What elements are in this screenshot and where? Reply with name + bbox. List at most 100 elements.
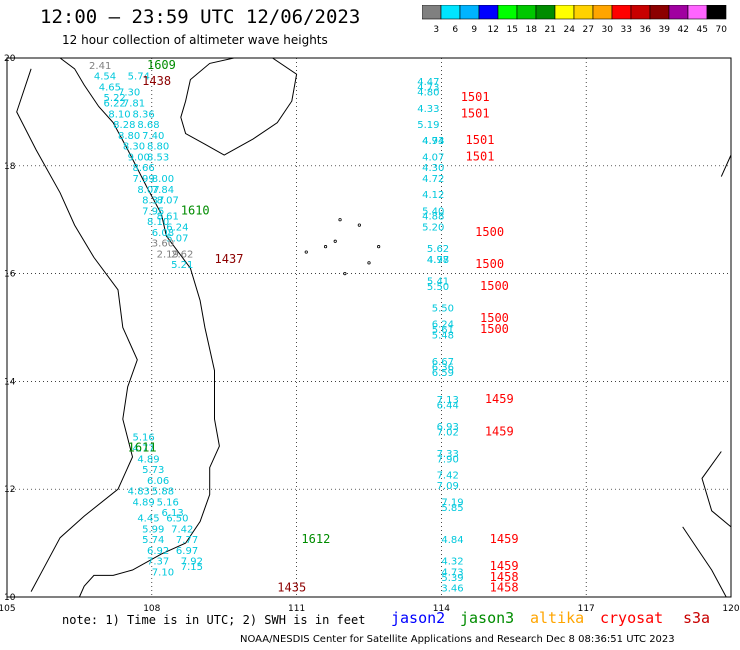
- units-note: note: 1) Time is in UTC; 2) SWH is in fe…: [62, 613, 366, 627]
- x-tick-label: 120: [722, 604, 739, 614]
- colorbar-label: 3: [433, 25, 439, 35]
- wave-height-value: 8.80: [118, 131, 140, 142]
- wave-height-value: 4.89: [132, 497, 154, 508]
- y-tick-label: 10: [4, 593, 16, 603]
- y-tick-label: 20: [4, 54, 16, 64]
- colorbar-label: 9: [471, 25, 477, 35]
- wave-height-value: 7.42: [171, 524, 193, 535]
- wave-height-value: 8.10: [108, 109, 130, 120]
- islet: [377, 245, 381, 249]
- wave-height-value: 4.54: [94, 72, 116, 83]
- wave-height-value: 4.98: [427, 255, 449, 266]
- wave-height-value: 3.46: [441, 584, 463, 595]
- islet: [367, 261, 371, 265]
- wave-height-value: 4.89: [137, 454, 159, 465]
- wave-height-value: 5.50: [432, 303, 454, 314]
- wave-height-value: 6.13: [161, 508, 183, 519]
- colorbar-label: 33: [621, 25, 632, 35]
- pass-time-cryosat: 1459: [490, 559, 519, 573]
- wave-height-value: 8.30: [123, 142, 145, 153]
- wave-height-value: 8.36: [132, 109, 154, 120]
- wave-height-value: 3.60: [152, 239, 174, 250]
- wave-height-value: 8.28: [113, 120, 135, 131]
- colorbar-label: 42: [678, 25, 689, 35]
- wave-height-value: 6.97: [176, 546, 198, 557]
- wave-height-value: 5.48: [432, 330, 454, 341]
- y-tick-label: 18: [4, 162, 16, 172]
- islet: [323, 245, 328, 249]
- colorbar-label: 30: [602, 25, 614, 35]
- wave-height-value: 5.62: [427, 244, 449, 255]
- wave-height-value: 2.62: [171, 249, 193, 260]
- wave-height-value: 5.19: [417, 120, 439, 131]
- colorbar-label: 15: [507, 25, 518, 35]
- wave-height-value: 5.99: [142, 524, 164, 535]
- x-tick-label: 114: [433, 604, 450, 614]
- wave-height-value: 6.36: [432, 363, 454, 374]
- pass-time-jason3: 1612: [301, 532, 330, 546]
- wave-height-value: 4.73: [417, 82, 439, 93]
- wave-height-value: 5.21: [171, 260, 193, 271]
- colorbar-label: 6: [452, 25, 458, 35]
- wave-height-value: 7.95: [142, 206, 164, 217]
- colorbar-swatch: [706, 5, 727, 20]
- wave-height-value: 6.24: [432, 320, 454, 331]
- wave-height-value: 5.20: [422, 222, 444, 233]
- wave-height-value: 4.07: [422, 152, 444, 163]
- wave-height-value: 5.41: [427, 276, 449, 287]
- colorbar-label: 18: [526, 25, 538, 35]
- coastline: [16, 68, 138, 592]
- wave-height-value: 7.15: [181, 562, 203, 573]
- pass-time-jason3: 1609: [147, 58, 176, 72]
- coastline: [59, 57, 220, 598]
- colorbar-label: 12: [488, 25, 499, 35]
- wave-height-value: 5.61: [432, 325, 454, 336]
- wave-height-value: 8.61: [157, 212, 179, 223]
- wave-height-value: 8.53: [147, 152, 169, 163]
- y-tick-label: 12: [4, 485, 15, 495]
- wave-height-value: 5.88: [152, 487, 174, 498]
- coastline: [682, 526, 727, 598]
- wave-height-value: 5.73: [142, 465, 164, 476]
- wave-height-value: 4.12: [422, 190, 444, 201]
- legend-altika: altika: [530, 609, 585, 627]
- pass-time-cryosat: 1500: [480, 311, 509, 325]
- colorbar-label: 27: [583, 25, 594, 35]
- x-tick-label: 117: [578, 604, 595, 614]
- pass-time-cryosat: 1458: [490, 581, 519, 595]
- wave-height-value: 4.73: [422, 136, 444, 147]
- islet: [343, 271, 347, 276]
- x-tick-label: 108: [143, 604, 160, 614]
- wave-height-value: 5.07: [166, 233, 188, 244]
- wave-height-value: 6.44: [437, 400, 459, 411]
- colorbar-label: 45: [697, 25, 708, 35]
- wave-height-value: 4.33: [417, 104, 439, 115]
- islet: [304, 250, 308, 254]
- wave-height-value: 4.77: [132, 443, 154, 454]
- wave-height-value: 6.50: [166, 514, 188, 525]
- pass-time-cryosat: 1500: [480, 322, 509, 336]
- wave-height-value: 6.08: [152, 228, 174, 239]
- wave-height-value: 5.50: [427, 282, 449, 293]
- wave-height-value: 9.00: [128, 152, 150, 163]
- wave-height-value: 7.37: [147, 557, 169, 568]
- wave-height-value: 8.80: [147, 142, 169, 153]
- pass-time-cryosat: 1501: [466, 149, 495, 163]
- wave-height-value: 4.84: [441, 535, 463, 546]
- pass-time-cryosat: 1501: [461, 106, 490, 120]
- wave-height-value: 7.13: [437, 395, 459, 406]
- pass-time-cryosat: 1459: [485, 424, 514, 438]
- islet: [333, 239, 337, 243]
- wave-height-value: 5.16: [157, 497, 179, 508]
- wave-height-value: 4.77: [427, 255, 449, 266]
- wave-height-value: 4.72: [422, 174, 444, 185]
- wave-height-value: 4.45: [137, 514, 159, 525]
- map-frame: [6, 57, 732, 598]
- wave-height-value: 8.07: [137, 185, 159, 196]
- colorbar-label: 24: [564, 25, 576, 35]
- pass-time-cryosat: 1459: [485, 392, 514, 406]
- wave-height-value: 5.74: [128, 72, 150, 83]
- pass-time-jason3: 1610: [181, 203, 210, 217]
- hainan-island: [180, 57, 298, 156]
- islet: [338, 218, 342, 222]
